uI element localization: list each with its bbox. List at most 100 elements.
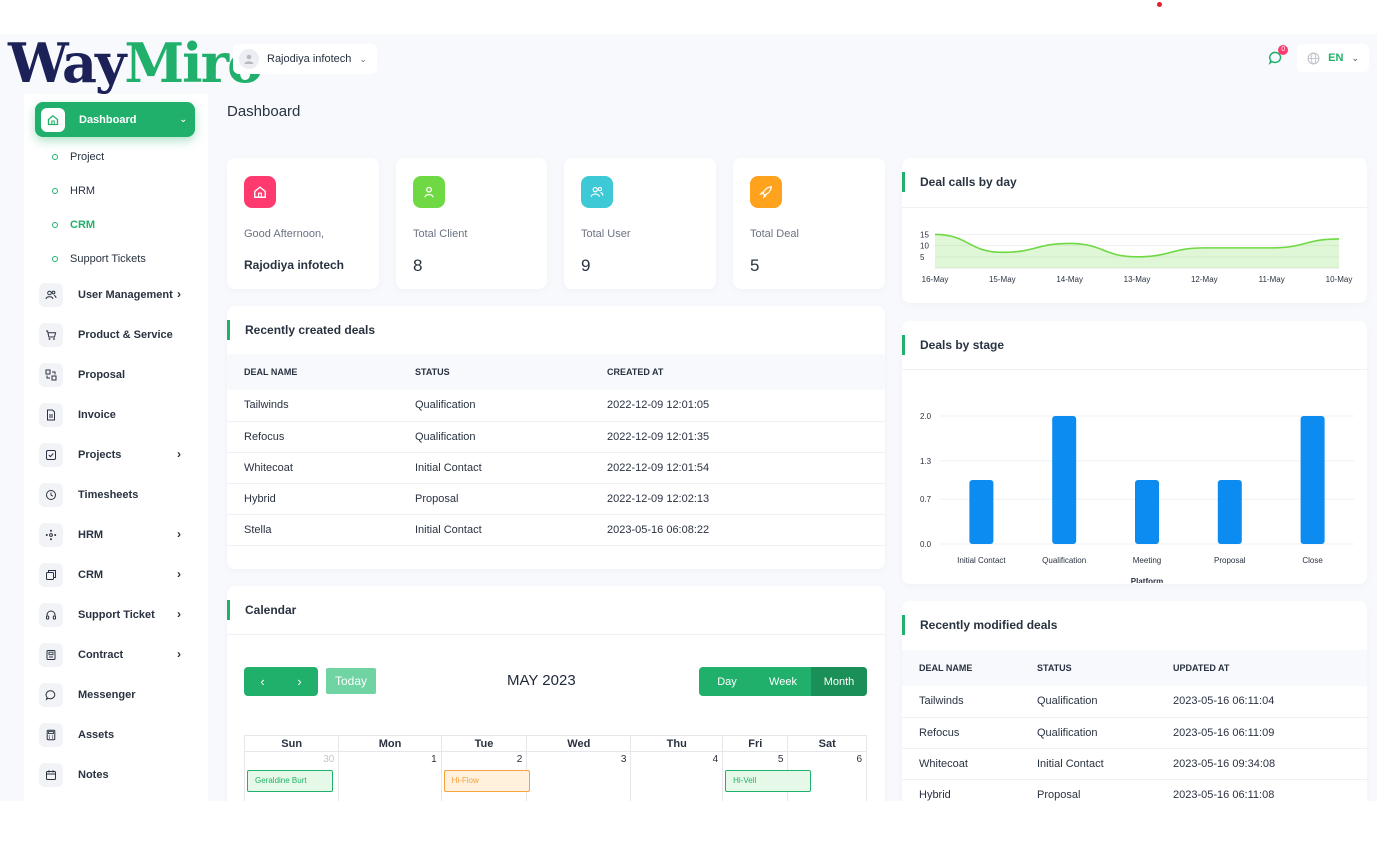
sidebar-subitem-support-tickets[interactable]: Support Tickets xyxy=(52,249,146,269)
table-row[interactable]: Hybrid Proposal 2022-12-09 12:02:13 xyxy=(227,483,885,515)
home-icon xyxy=(244,176,276,208)
column-header[interactable]: CREATED AT xyxy=(590,354,885,390)
table-row[interactable]: Refocus Qualification 2023-05-16 06:11:09 xyxy=(902,717,1367,749)
today-button[interactable]: Today xyxy=(326,668,376,694)
sidebar-item-projects[interactable]: Projects › xyxy=(39,442,189,468)
recent-deals-title: Recently created deals xyxy=(227,320,375,340)
table-cell: Qualification xyxy=(398,390,590,422)
calendar-title: Calendar xyxy=(227,600,296,620)
language-code: EN xyxy=(1328,52,1344,64)
stat-label: Good Afternoon, xyxy=(244,228,325,240)
view-month-button[interactable]: Month xyxy=(811,667,867,696)
sidebar-item-product-service[interactable]: Product & Service xyxy=(39,322,189,348)
calendar-event[interactable]: Geraldine Burt xyxy=(247,770,333,792)
x-tick-label: Proposal xyxy=(1214,556,1246,565)
file-icon xyxy=(39,403,63,427)
red-dot-marker xyxy=(1157,2,1162,7)
table-row[interactable]: Hybrid Proposal 2023-05-16 06:11:08 xyxy=(902,779,1367,801)
calendar-day-cell[interactable]: 3 xyxy=(526,751,632,801)
table-cell: Qualification xyxy=(1020,686,1156,718)
table-row[interactable]: Whitecoat Initial Contact 2023-05-16 09:34… xyxy=(902,748,1367,780)
previous-month-button[interactable]: ‹ xyxy=(244,667,281,696)
sidebar-item-timesheets[interactable]: Timesheets xyxy=(39,482,189,508)
column-header[interactable]: UPDATED AT xyxy=(1156,650,1367,686)
chat-icon xyxy=(39,683,63,707)
sidebar-item-label: Messenger xyxy=(78,689,136,701)
view-week-button[interactable]: Week xyxy=(769,675,797,688)
modified-deals-card: Recently modified deals DEAL NAME STATUS… xyxy=(902,601,1367,801)
table-row[interactable]: Tailwinds Qualification 2022-12-09 12:01:0… xyxy=(227,390,885,422)
stat-value: Rajodiya infotech xyxy=(244,258,345,272)
x-tick-label: 14-May xyxy=(1056,275,1083,284)
bar xyxy=(1300,416,1325,544)
sidebar-item-hrm[interactable]: HRM › xyxy=(39,522,189,548)
calendar-nav-group: ‹ › xyxy=(244,667,318,696)
brand-logo[interactable]: WayMiro xyxy=(8,34,263,95)
sidebar-item-notes[interactable]: Notes xyxy=(39,762,189,788)
sidebar-item-crm[interactable]: CRM › xyxy=(39,562,189,588)
y-tick-label: 15 xyxy=(920,230,929,239)
home-icon xyxy=(41,107,65,132)
sidebar-item-messenger[interactable]: Messenger xyxy=(39,682,189,708)
next-month-button[interactable]: › xyxy=(281,667,318,696)
stat-value: 8 xyxy=(413,256,423,275)
calendar-day-cell[interactable]: 2 Hi-Flow xyxy=(440,751,530,801)
view-day-button[interactable]: Day xyxy=(717,675,737,688)
column-header[interactable]: STATUS xyxy=(398,354,590,390)
column-header[interactable]: DEAL NAME xyxy=(227,354,398,390)
table-row[interactable]: Whitecoat Initial Contact 2022-12-09 12:01… xyxy=(227,452,885,484)
x-tick-label: Initial Contact xyxy=(957,556,1006,565)
sidebar-item-support-ticket[interactable]: Support Ticket › xyxy=(39,602,189,628)
table-cell: Hybrid xyxy=(902,779,1020,801)
table-row[interactable]: Tailwinds Qualification 2023-05-16 06:11:0… xyxy=(902,686,1367,718)
chevron-right-icon: › xyxy=(297,674,302,689)
messages-button[interactable]: 0 xyxy=(1263,44,1289,72)
deal-calls-title: Deal calls by day xyxy=(902,172,1017,192)
calendar-day-cell[interactable]: 30 Geraldine Burt xyxy=(243,751,340,801)
divider xyxy=(227,634,885,635)
sidebar-subitem-label: Support Tickets xyxy=(70,253,146,265)
sidebar-subitem-project[interactable]: Project xyxy=(52,147,104,167)
sidebar-item-label: Support Ticket xyxy=(78,609,155,621)
sidebar-item-assets[interactable]: Assets xyxy=(39,722,189,748)
weekday-header: Thu xyxy=(630,735,724,752)
weekday-header: Sun xyxy=(243,735,340,752)
sidebar-item-contract[interactable]: Contract › xyxy=(39,642,189,668)
series-line xyxy=(934,233,1340,258)
table-row[interactable]: Refocus Qualification 2022-12-09 12:01:35 xyxy=(227,421,885,453)
stat-card-total-user: Total User 9 xyxy=(564,158,716,289)
workspace-switcher[interactable]: Rajodiya infotech ⌄ xyxy=(233,44,377,74)
users-icon xyxy=(581,176,613,208)
y-tick-label: 10 xyxy=(920,242,929,251)
divider xyxy=(902,207,1367,208)
divider xyxy=(902,369,1367,370)
column-header[interactable]: STATUS xyxy=(1020,650,1156,686)
table-cell: Proposal xyxy=(1020,779,1156,801)
sidebar-subitem-crm[interactable]: CRM xyxy=(52,215,95,235)
calendar-day-cell[interactable]: 6 xyxy=(787,751,867,801)
calendar-day-cell[interactable]: 1 xyxy=(338,751,442,801)
table-cell: 2023-05-16 06:11:04 xyxy=(1156,686,1367,718)
chevron-down-icon: ⌄ xyxy=(179,114,187,124)
calendar-event[interactable]: Hi-Flow xyxy=(443,770,530,792)
table-cell: Initial Contact xyxy=(398,452,590,484)
stat-card-total-deal: Total Deal 5 xyxy=(733,158,885,289)
sidebar-subitem-hrm[interactable]: HRM xyxy=(52,181,95,201)
calendar-day-cell[interactable]: 5 Hi-Vell xyxy=(722,751,812,801)
table-cell: Hybrid xyxy=(227,483,398,515)
table-cell: Whitecoat xyxy=(227,452,398,484)
weekday-header: Mon xyxy=(338,735,442,752)
sidebar-item-label: Proposal xyxy=(78,369,126,381)
column-header[interactable]: DEAL NAME xyxy=(902,650,1020,686)
sidebar-item-user-management[interactable]: User Management › xyxy=(39,282,189,308)
sidebar-item-proposal[interactable]: Proposal xyxy=(39,362,189,388)
table-row[interactable]: Stella Initial Contact 2023-05-16 06:08:22 xyxy=(227,514,885,546)
sidebar-item-invoice[interactable]: Invoice xyxy=(39,402,189,428)
day-number: 1 xyxy=(431,754,437,765)
language-selector[interactable]: EN ⌄ xyxy=(1297,44,1369,72)
sidebar-item-dashboard[interactable]: Dashboard ⌄ xyxy=(35,102,195,137)
stat-label: Total Deal xyxy=(750,228,799,240)
table-cell: Initial Contact xyxy=(1020,748,1156,780)
calendar-day-cell[interactable]: 4 xyxy=(630,751,724,801)
sidebar: Dashboard ⌄ Project HRM CRM Support Tick… xyxy=(24,94,208,801)
